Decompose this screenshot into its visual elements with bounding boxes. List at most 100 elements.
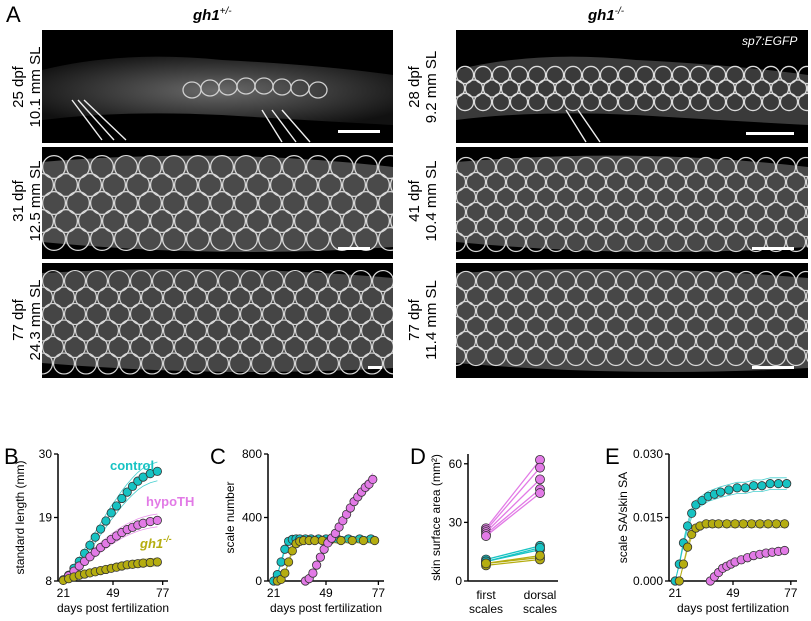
data-point [765,479,775,489]
data-point [535,542,545,553]
x-tick-label: 77 [784,586,798,600]
data-point [117,527,127,538]
legend-control: control [110,458,154,473]
data-point [718,563,728,573]
data-point [85,540,95,550]
data-point [701,519,711,529]
series-line [63,561,158,581]
data-point [95,524,106,534]
data-point [535,552,545,563]
data-point [740,483,750,493]
data-point [341,509,352,519]
y-tick-label: 800 [242,447,262,461]
data-point [145,469,155,479]
y-axis-label: scale number [223,481,237,553]
x-axis-label: days post fertilization [677,601,789,615]
data-point [280,568,290,578]
data-point [69,572,79,582]
data-point [535,484,545,495]
data-point [283,536,294,546]
series-line [63,520,158,581]
data-point [732,483,742,493]
x-tick-label: 49 [106,586,120,600]
y-tick-label: 8 [45,574,52,588]
y-tick-label: 19 [39,511,53,525]
fish-image-left-3 [42,269,393,375]
data-point [287,546,297,556]
data-point [90,532,100,542]
data-point [323,538,333,548]
data-point [152,557,162,567]
data-point [746,519,757,529]
pair-line [485,554,541,565]
data-point [327,533,337,543]
data-point [687,529,697,540]
pair-line [485,558,541,567]
data-point [481,525,491,536]
data-point [713,567,724,578]
data-point [687,508,697,518]
x-tick-label: 77 [156,586,170,600]
data-point [481,558,491,569]
x-axis-label: days post fertilization [57,601,169,615]
data-point [730,557,740,567]
data-point [674,559,684,569]
data-point [705,576,715,586]
data-point [535,544,545,555]
data-point [481,560,491,571]
data-point [101,516,111,526]
pair-line [485,547,541,563]
series-line [63,526,158,584]
series-line [678,523,785,582]
data-point [133,520,143,530]
data-point [80,548,90,558]
data-point [481,558,491,569]
data-point [64,571,74,581]
data-point [722,519,732,529]
data-point [64,574,74,584]
data-point [332,534,342,544]
data-point [74,561,84,571]
data-point [308,568,318,578]
series-line [678,526,785,582]
data-point [535,550,545,561]
panel-letter: E [605,444,620,469]
y-axis-label: skin surface area (mm²) [429,454,443,581]
data-point [713,519,724,529]
data-point [738,519,748,529]
data-point [481,523,491,534]
data-point [138,472,148,482]
data-point [152,466,162,476]
data-point [138,558,148,568]
data-point [85,552,95,562]
data-point [287,534,297,545]
data-point [691,523,701,533]
series-line [273,536,371,582]
data-point [722,561,732,571]
x-tick-label: 77 [372,586,386,600]
series-line [674,483,787,582]
fish-image-left-1 [42,56,393,143]
data-point [697,495,707,506]
data-point [310,535,320,546]
data-point [763,519,773,529]
data-point [321,534,331,544]
scale-bar [752,366,794,369]
data-point [69,566,79,576]
data-point [535,554,545,565]
data-point [724,485,734,495]
data-point [678,559,689,569]
data-point [276,557,286,567]
panel-a-letter: A [6,2,21,27]
data-point [349,497,359,507]
data-point [295,534,305,544]
data-point [69,563,79,573]
data-point [481,527,491,538]
data-point [111,501,122,511]
x-tick-label: 21 [267,586,281,600]
right-row-label-1: 28 dpf 9.2 mm SL [406,50,440,124]
data-point [152,515,162,525]
series-line [63,461,158,578]
data-point [145,557,155,568]
